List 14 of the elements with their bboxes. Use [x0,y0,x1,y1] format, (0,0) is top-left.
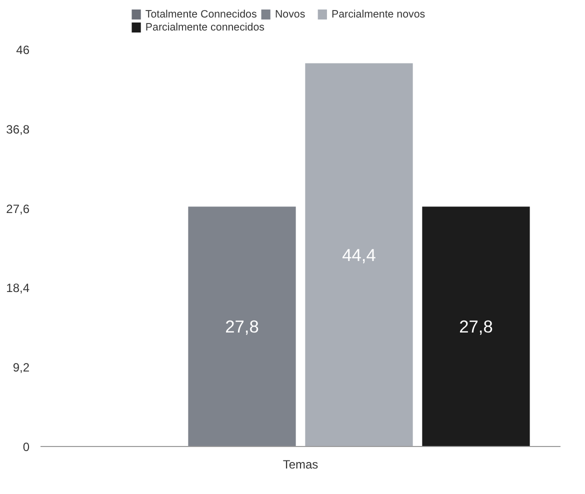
x-tick-label: Temas [282,458,318,472]
legend-label: Parcialmente novos [332,8,426,20]
y-tick-label: 36,8 [6,122,30,136]
data-label: 44,4 [342,244,376,265]
y-tick-label: 46 [16,43,30,57]
y-tick-label: 27,6 [6,202,30,216]
data-label: 27,8 [459,316,493,337]
legend-label: Totalmente Connecidos [145,8,257,20]
y-tick-label: 9,2 [12,360,30,375]
y-tick-label: 0 [22,440,30,454]
legend-label: Parcialmente connecidos [145,22,264,34]
y-tick-label: 18,4 [6,281,30,296]
legend-label: Novos [274,8,306,20]
data-label: 27,8 [225,316,259,337]
